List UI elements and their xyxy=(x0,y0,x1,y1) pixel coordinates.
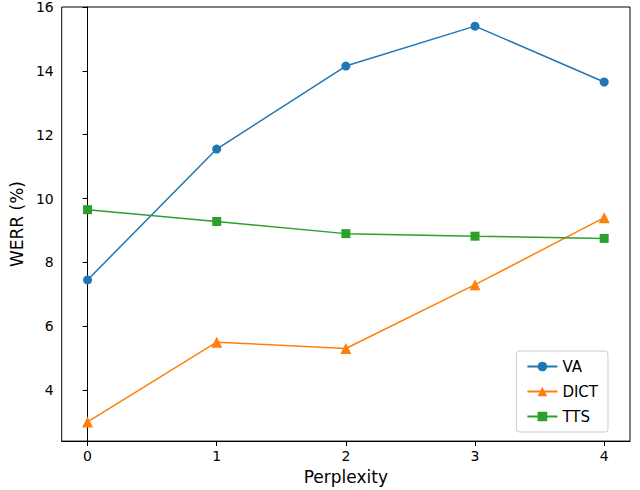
svg-text:12: 12 xyxy=(36,127,54,143)
svg-text:WERR (%): WERR (%) xyxy=(7,181,27,267)
svg-text:2: 2 xyxy=(341,448,350,464)
svg-text:4: 4 xyxy=(600,448,609,464)
svg-text:VA: VA xyxy=(562,358,582,376)
svg-text:4: 4 xyxy=(45,382,54,398)
svg-text:TTS: TTS xyxy=(561,408,590,426)
svg-text:8: 8 xyxy=(45,254,54,270)
svg-text:16: 16 xyxy=(36,0,54,15)
svg-text:10: 10 xyxy=(36,191,54,207)
svg-text:1: 1 xyxy=(212,448,221,464)
svg-text:14: 14 xyxy=(36,63,54,79)
svg-text:Perplexity: Perplexity xyxy=(304,467,388,487)
svg-text:6: 6 xyxy=(45,318,54,334)
svg-text:3: 3 xyxy=(471,448,480,464)
svg-text:0: 0 xyxy=(83,448,92,464)
svg-text:DICT: DICT xyxy=(562,383,598,401)
